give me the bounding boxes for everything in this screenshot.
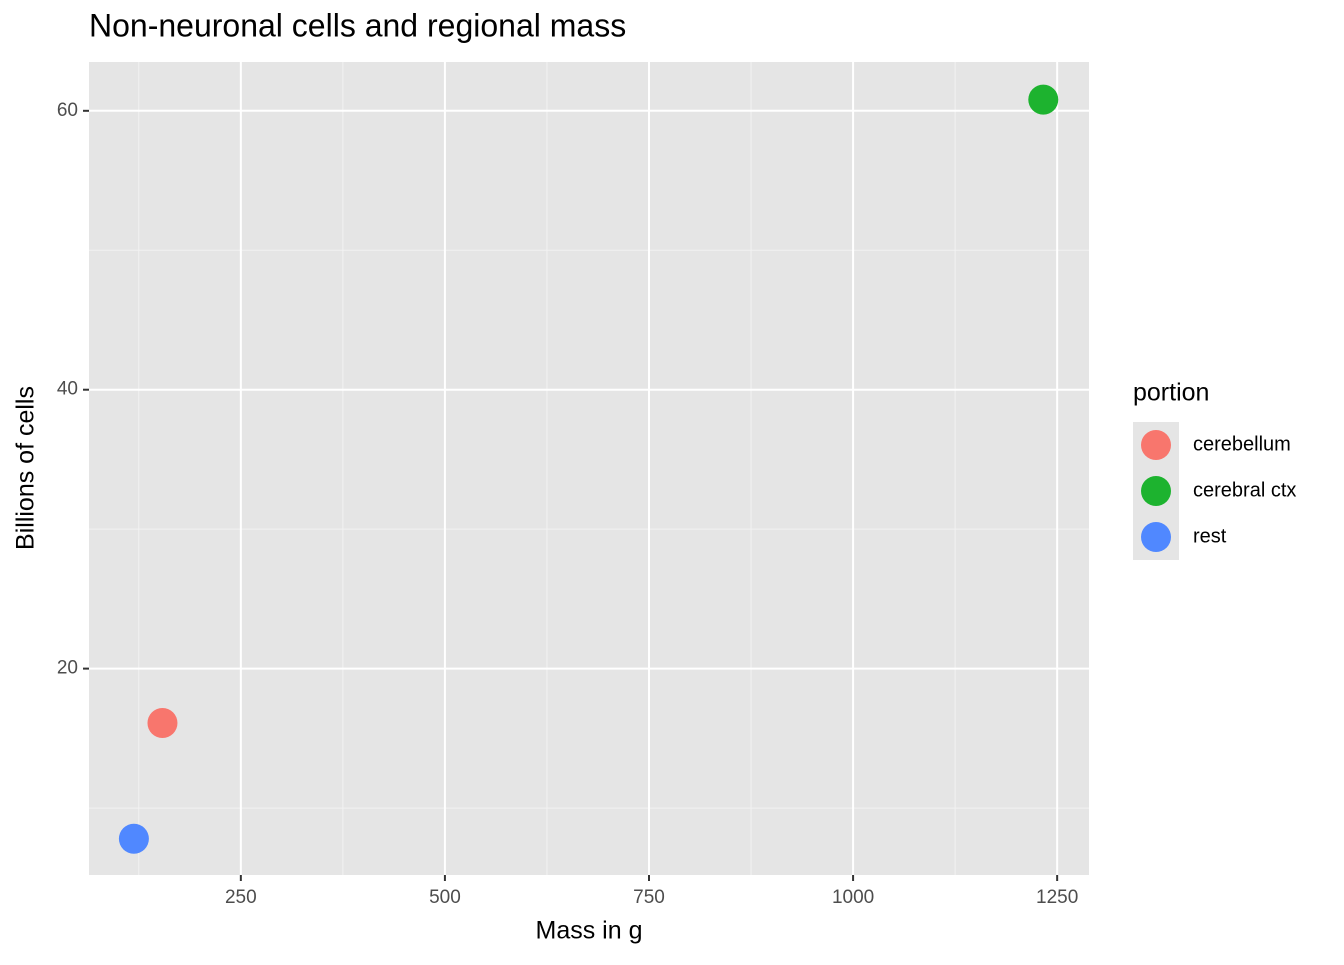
legend-swatch [1141, 522, 1171, 552]
x-tick-label: 1250 [1036, 887, 1078, 908]
legend-title: portion [1133, 379, 1209, 407]
y-axis-label: Billions of cells [12, 386, 40, 550]
chart-title: Non-neuronal cells and regional mass [89, 7, 626, 43]
y-tick-label: 60 [57, 100, 78, 121]
y-tick-label: 40 [57, 379, 78, 400]
legend-label: cerebellum [1193, 433, 1291, 455]
point [118, 823, 149, 854]
x-tick-label: 1000 [832, 887, 874, 908]
legend-swatch [1141, 430, 1171, 460]
y-tick-label: 20 [57, 658, 78, 679]
point [147, 707, 178, 738]
x-tick-label: 250 [225, 887, 257, 908]
legend-swatch [1141, 476, 1171, 506]
x-tick-label: 500 [429, 887, 461, 908]
legend-label: cerebral ctx [1193, 479, 1296, 501]
panel [89, 62, 1089, 875]
x-tick-label: 750 [633, 887, 665, 908]
x-axis-label: Mass in g [536, 917, 643, 945]
point [1028, 84, 1059, 115]
legend-label: rest [1193, 525, 1227, 547]
